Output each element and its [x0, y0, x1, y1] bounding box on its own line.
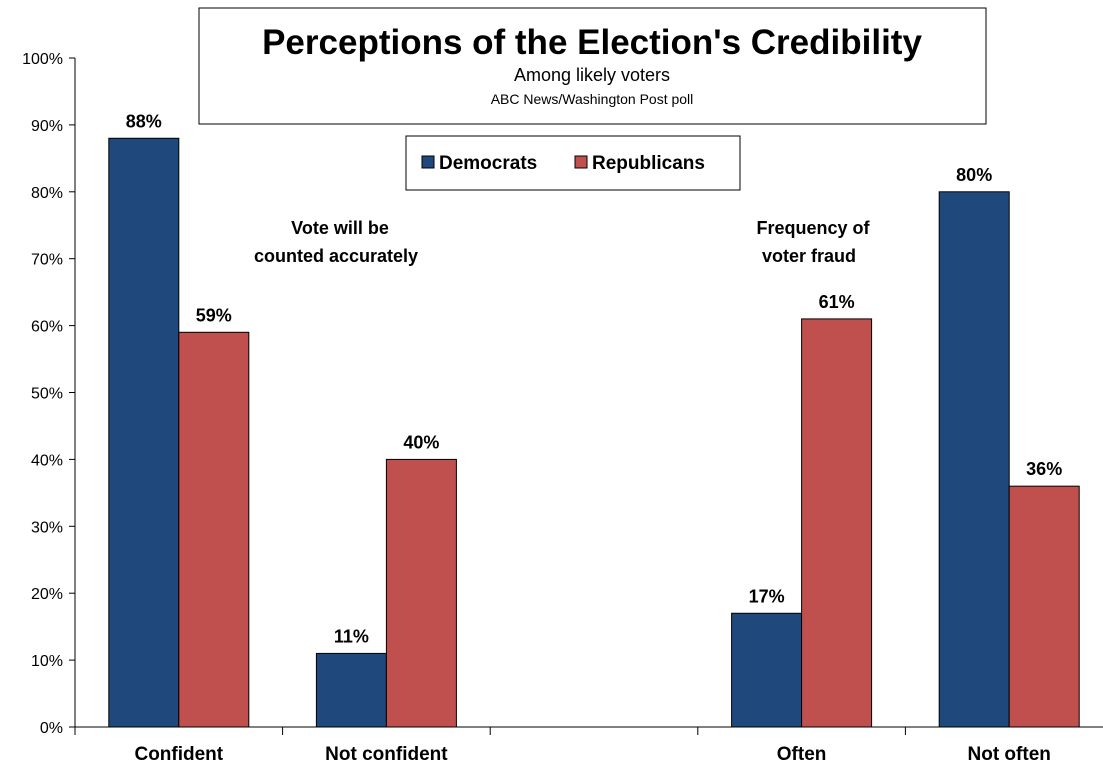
bar-democrats: [731, 612, 803, 728]
annotation-fraud-line2: voter fraud: [762, 246, 856, 266]
y-tick-label: 90%: [31, 118, 63, 135]
y-tick-label: 30%: [31, 519, 63, 536]
bar-democrats: [938, 191, 1010, 728]
title-box: Perceptions of the Election's Credibilit…: [198, 7, 987, 125]
bar-democrats: [315, 652, 387, 728]
bars-layer: [108, 137, 1080, 728]
y-tick-label: 60%: [31, 319, 63, 336]
data-label: 61%: [819, 292, 855, 312]
legend-frame: [405, 135, 741, 191]
data-label: 80%: [956, 165, 992, 185]
chart-source: ABC News/Washington Post poll: [491, 91, 694, 107]
title-box-frame: [198, 7, 987, 125]
legend-label-republicans: Republicans: [592, 153, 705, 174]
y-tick-label: 20%: [31, 586, 63, 603]
bar-republicans: [801, 318, 873, 728]
data-label: 17%: [749, 586, 785, 606]
legend-label-democrats: Democrats: [439, 153, 537, 174]
annotation-vote-line1: Vote will be: [291, 218, 389, 238]
x-tick-label: Confident: [134, 744, 223, 765]
legend-swatch-democrats: [421, 155, 435, 169]
bar-republicans: [1008, 485, 1080, 728]
legend-swatch-republicans: [574, 155, 588, 169]
data-label: 36%: [1026, 459, 1062, 479]
y-tick-label: 0%: [40, 720, 63, 737]
bar-democrats: [108, 137, 180, 728]
annotation-fraud-line1: Frequency of: [756, 218, 870, 238]
y-ticks: 0% 10% 20% 30% 40% 50% 60% 70% 80% 90% 100%: [22, 51, 75, 737]
chart-title: Perceptions of the Election's Credibilit…: [262, 23, 922, 62]
legend: Democrats Republicans: [405, 135, 741, 191]
y-tick-label: 80%: [31, 185, 63, 202]
annotation-vote-line2: counted accurately: [254, 246, 418, 266]
x-tick-label: Not confident: [325, 744, 448, 765]
y-tick-label: 10%: [31, 653, 63, 670]
data-labels: 88% 11% 17% 80% 59% 40% 61% 36%: [126, 111, 1062, 646]
data-label: 40%: [403, 432, 439, 452]
y-tick-label: 40%: [31, 452, 63, 469]
x-tick-label: Often: [777, 744, 827, 765]
data-label: 88%: [126, 111, 162, 131]
bar-republicans: [178, 331, 250, 728]
annotations: Vote will be counted accurately Frequenc…: [254, 218, 871, 266]
x-ticks: Confident Not confident Often Not often: [74, 727, 1051, 765]
y-tick-label: 50%: [31, 386, 63, 403]
y-tick-label: 70%: [31, 252, 63, 269]
data-label: 59%: [196, 305, 232, 325]
x-tick-label: Not often: [968, 744, 1051, 765]
bar-republicans: [385, 458, 457, 728]
data-label: 11%: [334, 626, 369, 646]
chart-subtitle: Among likely voters: [514, 65, 670, 85]
y-tick-label: 100%: [22, 51, 63, 68]
